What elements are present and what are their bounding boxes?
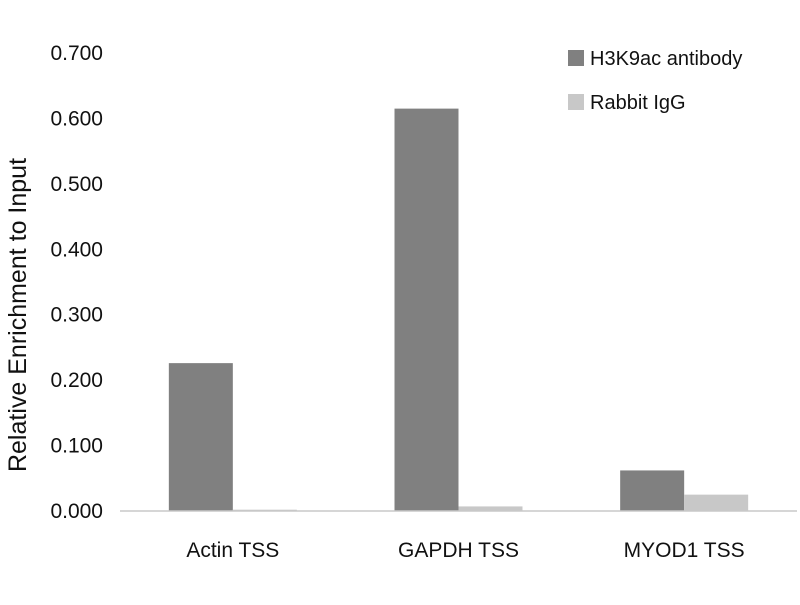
- y-tick-label: 0.600: [50, 107, 103, 130]
- legend-swatch: [568, 50, 584, 66]
- x-category-label: Actin TSS: [186, 539, 279, 562]
- x-axis-labels: Actin TSS GAPDH TSS MYOD1 TSS: [186, 539, 744, 562]
- y-tick-label: 0.400: [50, 238, 103, 261]
- y-tick-label: 0.500: [50, 173, 103, 196]
- legend-swatch: [568, 94, 584, 110]
- bar-h3k9ac: [394, 108, 459, 511]
- y-axis-title: Relative Enrichment to Input: [4, 158, 32, 472]
- y-tick-label: 0.300: [50, 304, 103, 327]
- y-tick-label: 0.200: [50, 369, 103, 392]
- bars: [168, 108, 749, 511]
- legend-label: Rabbit IgG: [590, 92, 686, 114]
- y-tick-label: 0.000: [50, 500, 103, 523]
- bar-rabbit-igg: [684, 494, 749, 511]
- y-tick-label: 0.100: [50, 435, 103, 458]
- bar-h3k9ac: [168, 363, 233, 511]
- y-axis-ticks: 0.000 0.100 0.200 0.300 0.400 0.500 0.600 0.700: [50, 42, 103, 523]
- legend: H3K9ac antibody Rabbit IgG: [568, 48, 742, 114]
- y-tick-label: 0.700: [50, 42, 103, 65]
- bar-rabbit-igg: [458, 506, 523, 511]
- legend-label: H3K9ac antibody: [590, 48, 742, 70]
- bar-h3k9ac: [620, 470, 685, 511]
- x-category-label: GAPDH TSS: [398, 539, 519, 562]
- x-category-label: MYOD1 TSS: [624, 539, 745, 562]
